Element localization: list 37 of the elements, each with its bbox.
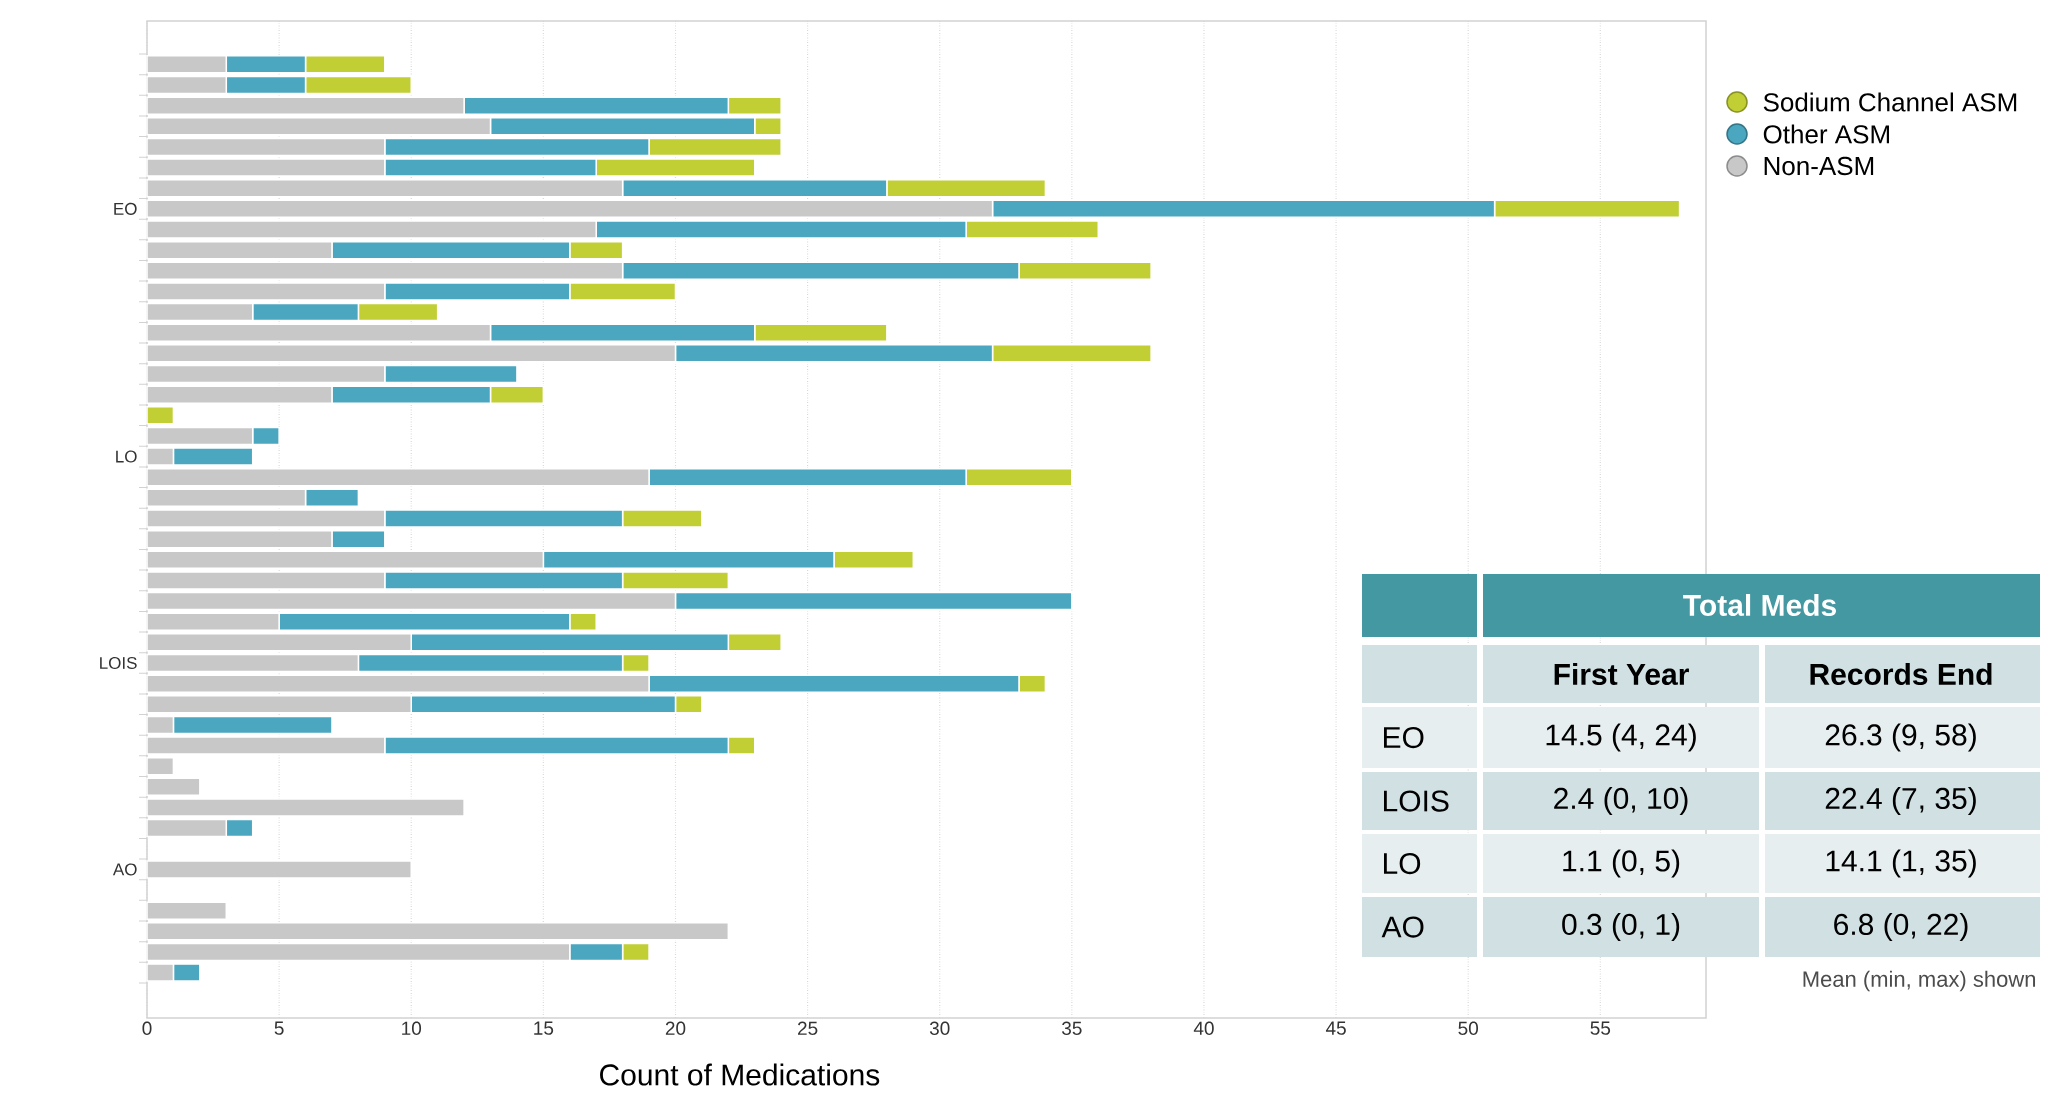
x-axis-title: Count of Medications (600, 1063, 880, 1086)
y-tick-label: LO (116, 450, 137, 463)
legend-label: Other ASM (1763, 124, 1889, 144)
text: 6.8 (0, 22) (1834, 913, 1968, 941)
text: Mean (min, max) shown (1803, 970, 2036, 992)
x-tick-label: 10 (402, 1021, 422, 1036)
x-tick-label: 45 (1325, 1021, 1346, 1035)
y-tick-label: LOIS (100, 656, 137, 670)
legend-label: Non-ASM (1764, 156, 1874, 176)
x-tick-label: 30 (929, 1021, 950, 1036)
x-tick-label: 55 (1590, 1021, 1611, 1035)
annotation: 0.3 (0, 1) (1562, 913, 1680, 941)
text: 22.4 (7, 35) (1825, 787, 1976, 815)
y-tick-label: EO (114, 202, 137, 215)
x-tick-label: 0 (142, 1021, 152, 1036)
x-tick-label: 35 (1061, 1021, 1082, 1036)
x-tick-label: 20 (665, 1021, 686, 1036)
x-tick-label: 50 (1458, 1021, 1479, 1036)
bar (146, 406, 175, 425)
x-tick-label: 25 (797, 1021, 818, 1036)
legend-label: Sodium Channel ASM (1763, 92, 2017, 112)
annotation: 14.5 (4, 24) (1546, 723, 1696, 752)
x-tick-label: 15 (534, 1021, 554, 1035)
text: 14.1 (1, 35) (1826, 849, 1976, 878)
annotation: EO (1384, 726, 1424, 749)
annotation: First Year (1554, 663, 1689, 686)
x-tick-label: 40 (1193, 1021, 1214, 1036)
annotation: LO (1384, 852, 1421, 875)
annotation: 1.1 (0, 5) (1563, 849, 1680, 878)
text: Records End (1810, 663, 1992, 686)
annotation: Total Meds (1683, 593, 1836, 617)
y-tick-label: AO (112, 863, 137, 876)
annotation: 2.4 (0, 10) (1554, 787, 1688, 815)
x-tick-label: 5 (274, 1021, 284, 1035)
annotation: AO (1381, 916, 1424, 938)
annotation: LOIS (1384, 790, 1449, 812)
text: 26.3 (9, 58) (1825, 723, 1976, 752)
